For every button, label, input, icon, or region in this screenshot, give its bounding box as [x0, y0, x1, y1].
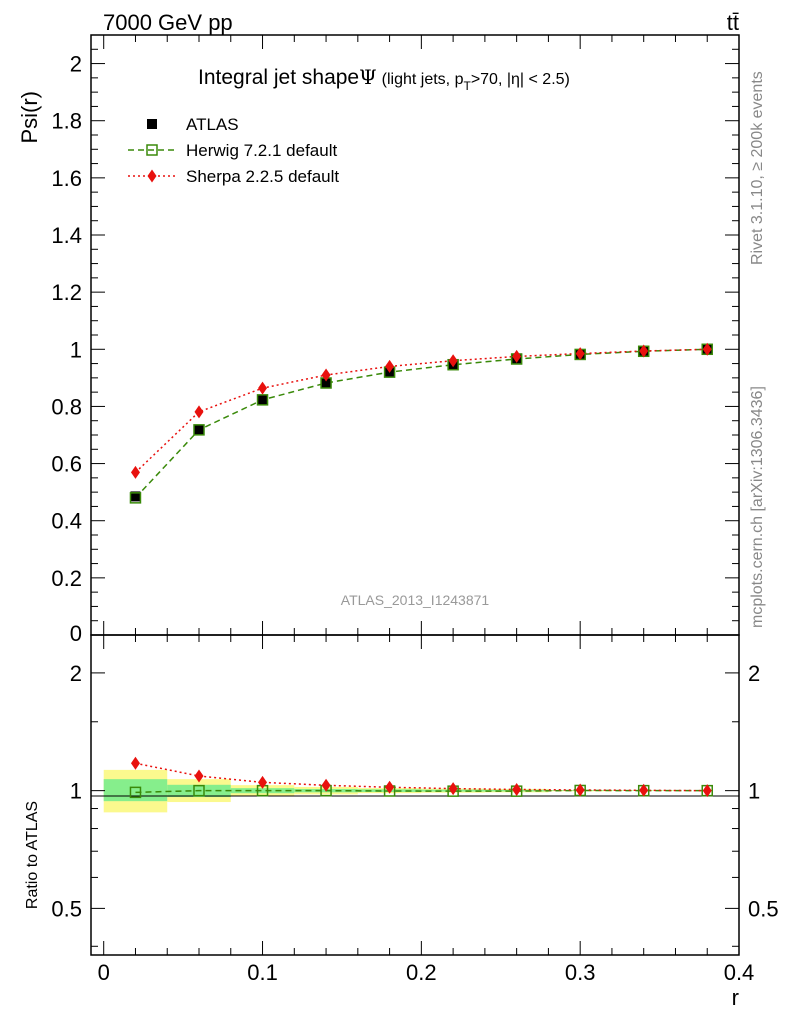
inner-band-bin [230, 788, 295, 794]
ratio-sherpa-point [130, 756, 140, 770]
legend: ATLAS Herwig 7.2.1 default Sherpa 2.2.5 de… [128, 115, 339, 186]
y-tick-label: 1.8 [51, 109, 82, 134]
title-sub-b: T [463, 79, 471, 93]
title-symbol: Ψ [359, 65, 377, 89]
ratio-sherpa-point [385, 780, 395, 794]
analysis-tag: ATLAS_2013_I1243871 [341, 592, 490, 608]
sherpa-point [512, 349, 522, 363]
atlas-point [257, 395, 268, 406]
atlas-point [130, 491, 141, 502]
sherpa-point [639, 344, 649, 358]
main-axis-ticks: 0.2 0.4 0.6 0.8 1 1.2 1.4 1.6 1.8 2 0 [51, 34, 740, 646]
ratio-sherpa-point [258, 775, 268, 789]
main-title: Integral jet shapeΨ (light jets, pT>70, |… [198, 65, 570, 93]
ratio-y-tick-label-left: 1 [70, 779, 82, 804]
y-tick-label: 0.4 [51, 509, 82, 534]
ratio-herwig-line [135, 789, 708, 794]
side-labels: Rivet 3.1.10, ≥ 200k events mcplots.cern… [749, 71, 766, 628]
sherpa-point [385, 359, 395, 373]
herwig-point [129, 492, 142, 504]
y-axis-label: Psi(r) [17, 91, 42, 144]
header: 7000 GeV pp tt̄ [103, 10, 739, 35]
ratio-herwig-point [193, 784, 205, 797]
x-axis-label: r [732, 985, 739, 1010]
sherpa-point [702, 342, 712, 356]
ratio-sherpa-point [448, 782, 458, 796]
x-tick-label: 0.2 [406, 960, 437, 985]
x-tick-label: 0 [98, 960, 110, 985]
ratio-y-tick-label-left: 2 [70, 661, 82, 686]
sherpa-point [194, 405, 204, 419]
ratio-axis-ticks: 0.5 0.5 1 1 2 2 [51, 635, 779, 955]
ratio-sherpa-point [321, 778, 331, 792]
x-tick-labels: 0 0.1 0.2 0.3 0.4 [98, 960, 755, 985]
ratio-frame [90, 634, 740, 956]
herwig-point [193, 424, 205, 436]
ratio-y-axis-label: Ratio to ATLAS [24, 801, 41, 909]
title-sub-a: (light jets, p [382, 71, 464, 88]
y-tick-label: 1.4 [51, 223, 82, 248]
y-tick-label-zero: 0 [70, 621, 82, 646]
ratio-y-tick-label-right: 0.5 [748, 896, 779, 921]
x-tick-label: 0.3 [565, 960, 596, 985]
main-panel: 0.2 0.4 0.6 0.8 1 1.2 1.4 1.6 1.8 2 0 Integral jet… [17, 34, 740, 646]
ratio-sherpa-point [194, 769, 204, 783]
y-tick-label: 0.6 [51, 452, 82, 477]
x-tick-label: 0.4 [724, 960, 755, 985]
sherpa-point [321, 368, 331, 382]
sherpa-point [575, 347, 585, 361]
legend-sherpa-marker [147, 169, 157, 183]
process-label: tt̄ [727, 10, 739, 35]
title-sub-c: >70, |η| < 2.5) [471, 71, 570, 88]
legend-sherpa-label: Sherpa 2.2.5 default [186, 167, 339, 186]
sherpa-line [134, 348, 708, 473]
main-series-markers [129, 342, 713, 504]
y-tick-label: 1 [70, 337, 82, 362]
x-tick-label: 0.1 [247, 960, 278, 985]
ratio-sherpa-point [639, 783, 649, 797]
y-tick-label: 1.2 [51, 280, 82, 305]
source-label: mcplots.cern.ch [arXiv:1306.3436] [749, 386, 766, 628]
ratio-panel: 0.5 0.51 12 2 Ratio to ATLAS 0 0.1 0.2 0.3 0.4 … [24, 634, 779, 1010]
energy-label: 7000 GeV pp [103, 10, 233, 35]
atlas-point [194, 424, 204, 435]
ratio-sherpa-point [512, 782, 522, 796]
sherpa-point [130, 465, 140, 479]
rivet-label: Rivet 3.1.10, ≥ 200k events [749, 71, 766, 265]
atlas-point [321, 378, 332, 388]
y-tick-label: 2 [70, 52, 82, 77]
sherpa-point [258, 381, 268, 395]
ratio-herwig-point [129, 786, 142, 799]
legend-herwig-label: Herwig 7.2.1 default [186, 141, 337, 160]
herwig-point [256, 394, 269, 406]
legend-herwig-marker [146, 144, 158, 156]
y-tick-label: 0.8 [51, 394, 82, 419]
legend-atlas-marker [147, 119, 157, 129]
ratio-y-tick-label-left: 0.5 [51, 896, 82, 921]
y-tick-label: 0.2 [51, 566, 82, 591]
main-series-lines [134, 348, 708, 499]
ratio-y-tick-label-right: 1 [748, 779, 760, 804]
ratio-sherpa-point [575, 783, 585, 797]
ratio-series-markers [129, 756, 713, 799]
ratio-sherpa-point [702, 784, 712, 798]
ratio-y-tick-label-right: 2 [748, 661, 760, 686]
sherpa-point [448, 354, 458, 368]
y-tick-label: 1.6 [51, 166, 82, 191]
herwig-line [134, 348, 708, 499]
ratio-series-lines [135, 762, 708, 794]
ratio-sherpa-line [135, 762, 708, 792]
legend-atlas-label: ATLAS [186, 115, 239, 134]
title-main: Integral jet shape [198, 66, 359, 89]
